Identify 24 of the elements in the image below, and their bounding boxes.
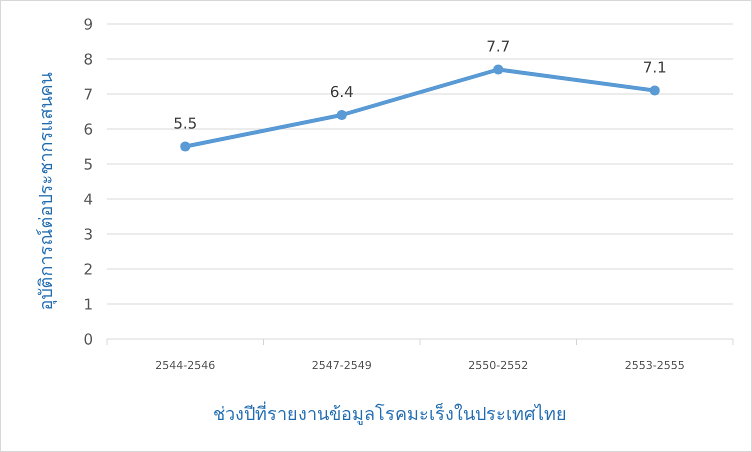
y-tick-label: 8 — [83, 50, 93, 68]
data-label: 7.7 — [486, 38, 510, 56]
x-tick-label: 2550-2552 — [468, 359, 528, 372]
data-label: 7.1 — [642, 58, 667, 76]
x-tick-label: 2547-2549 — [312, 359, 372, 372]
y-tick-label: 0 — [83, 330, 93, 348]
y-tick-label: 7 — [83, 85, 93, 104]
point — [650, 85, 660, 96]
point — [336, 110, 347, 120]
y-tick-label: 5 — [83, 155, 93, 174]
y-tick-label: 1 — [83, 295, 93, 314]
data-label: 6.4 — [330, 83, 354, 101]
y-tick-label: 2 — [83, 260, 93, 278]
x-axis-title: ช่วงปีที่รายงานข้อมูลโรคมะเร็งในประเทศไทย — [213, 401, 567, 425]
x-tick-label: 2544-2546 — [155, 359, 216, 372]
y-tick-label: 6 — [83, 120, 93, 138]
point — [493, 64, 504, 75]
data-label: 5.5 — [173, 114, 198, 132]
point — [180, 141, 190, 152]
x-tick-label: 2553-2555 — [624, 359, 685, 372]
y-tick-label: 3 — [83, 225, 93, 244]
y-tick-label: 9 — [83, 15, 93, 34]
y-axis-title: อุบัติการณ์ต่อประชากรแสนคน — [36, 72, 57, 310]
y-tick-label: 4 — [83, 190, 93, 208]
